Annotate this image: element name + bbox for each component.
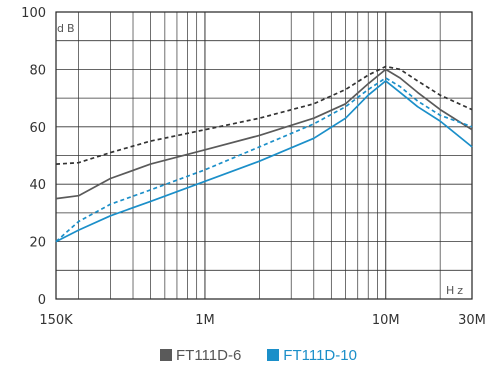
y-tick-label: 20	[29, 236, 46, 251]
legend-swatch-ft111d-6	[160, 349, 172, 361]
series-line-series-3-dashed	[55, 77, 473, 243]
series-line-ft111d-6	[55, 68, 473, 200]
series-line-series-1-dashed	[55, 65, 473, 165]
y-tick-label: 0	[38, 293, 46, 308]
grid	[55, 11, 473, 300]
y-tick-label: 100	[21, 6, 46, 21]
legend-label-ft111d-10: FT111D-10	[283, 346, 357, 364]
y-tick-label: 40	[29, 178, 46, 193]
x-axis-unit-label: Hz	[446, 284, 466, 297]
legend-item-ft111d-6: FT111D-6	[160, 347, 241, 364]
tick-labels: 0 20 40 60 80 100 150K 1M 10M 30M	[21, 6, 486, 328]
legend-label-ft111d-6: FT111D-6	[176, 346, 242, 364]
legend-swatch-ft111d-10	[267, 349, 280, 361]
x-tick-label: 150K	[39, 313, 73, 328]
x-tick-label: 10M	[372, 313, 400, 328]
x-tick-label: 30M	[458, 313, 486, 328]
series-lines	[55, 65, 473, 243]
series-line-ft111d-10	[55, 80, 473, 243]
x-tick-label: 1M	[195, 313, 215, 328]
chart: 0 20 40 60 80 100 150K 1M 10M 30M dB Hz	[21, 6, 486, 328]
legend-item-ft111d-10: FT111D-10	[267, 347, 357, 364]
legend: FT111D-6 FT111D-10	[160, 346, 383, 364]
y-tick-label: 60	[29, 121, 46, 136]
y-axis-unit-label: dB	[57, 22, 78, 35]
y-tick-label: 80	[29, 63, 46, 78]
